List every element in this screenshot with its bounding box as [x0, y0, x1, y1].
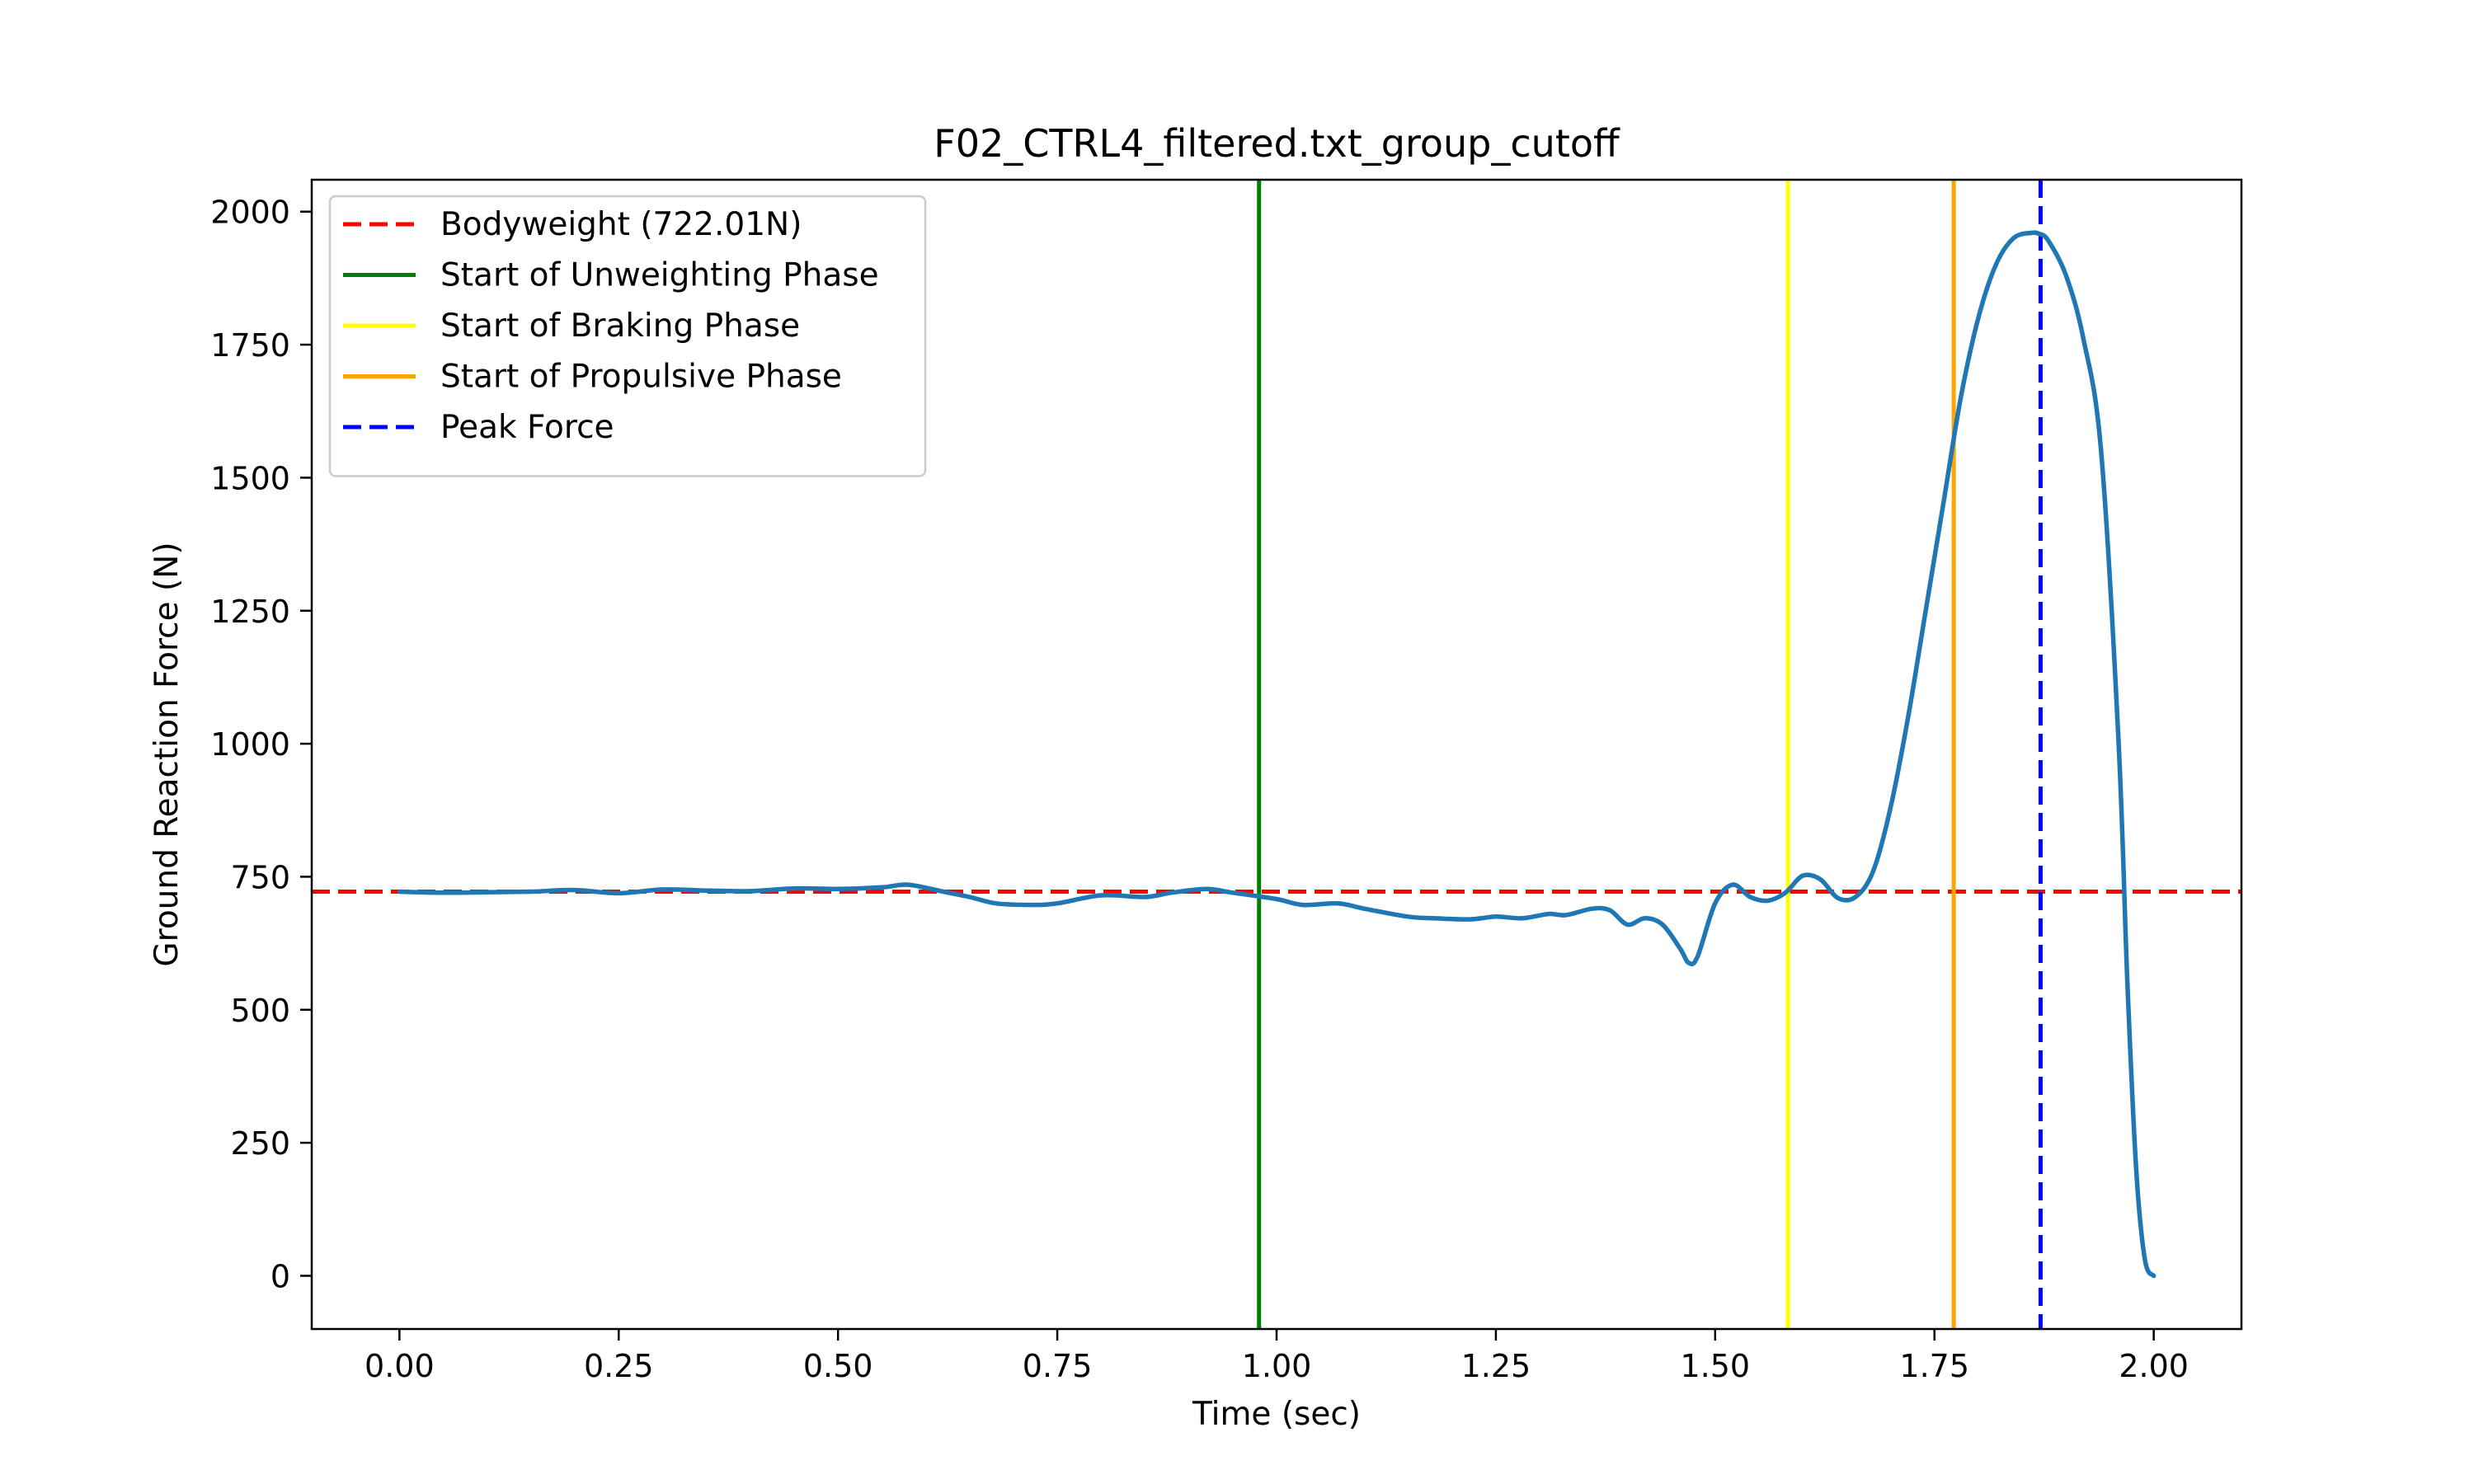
x-tick-label-3: 0.75	[1023, 1348, 1093, 1384]
x-axis-ticks: 0.00 0.25 0.50 0.75 1.00 1.25 1.50 1.75 2.00	[365, 1329, 2189, 1384]
x-tick-label-8: 2.00	[2119, 1348, 2189, 1384]
x-axis-label: Time (sec)	[1192, 1396, 1361, 1433]
y-tick-label-4: 1000	[210, 726, 290, 763]
y-tick-label-0: 0	[270, 1258, 290, 1294]
legend-entry-1: Start of Unweighting Phase	[440, 257, 879, 294]
y-tick-label-2: 500	[230, 993, 290, 1029]
y-tick-label-6: 1500	[210, 460, 290, 496]
y-tick-label-5: 1250	[210, 594, 290, 630]
x-tick-label-4: 1.00	[1242, 1348, 1312, 1384]
y-axis-ticks: 0 250 500 750 1000 1250 1500 1750 2000	[210, 195, 312, 1294]
legend-entry-4: Peak Force	[440, 409, 614, 446]
legend-entry-3: Start of Propulsive Phase	[440, 359, 842, 396]
x-tick-label-6: 1.50	[1681, 1348, 1751, 1384]
y-axis-label: Ground Reaction Force (N)	[148, 542, 186, 966]
x-tick-label-0: 0.00	[365, 1348, 435, 1384]
x-tick-label-1: 0.25	[584, 1348, 654, 1384]
x-tick-label-7: 1.75	[1899, 1348, 1969, 1384]
legend-entry-0: Bodyweight (722.01N)	[440, 206, 802, 243]
x-tick-label-5: 1.25	[1461, 1348, 1531, 1384]
y-tick-label-8: 2000	[210, 195, 290, 231]
y-tick-label-1: 250	[230, 1125, 290, 1162]
legend-entry-2: Start of Braking Phase	[440, 308, 800, 345]
y-tick-label-3: 750	[230, 859, 290, 895]
chart-title: F02_CTRL4_filtered.txt_group_cutoff	[934, 121, 1620, 166]
legend-box	[328, 195, 927, 477]
series-line-0	[397, 230, 2157, 1279]
legend: Bodyweight (722.01N) Start of Unweighting…	[328, 195, 927, 477]
y-tick-label-7: 1750	[210, 327, 290, 364]
series-layer	[397, 230, 2157, 1279]
x-tick-label-2: 0.50	[803, 1348, 873, 1384]
